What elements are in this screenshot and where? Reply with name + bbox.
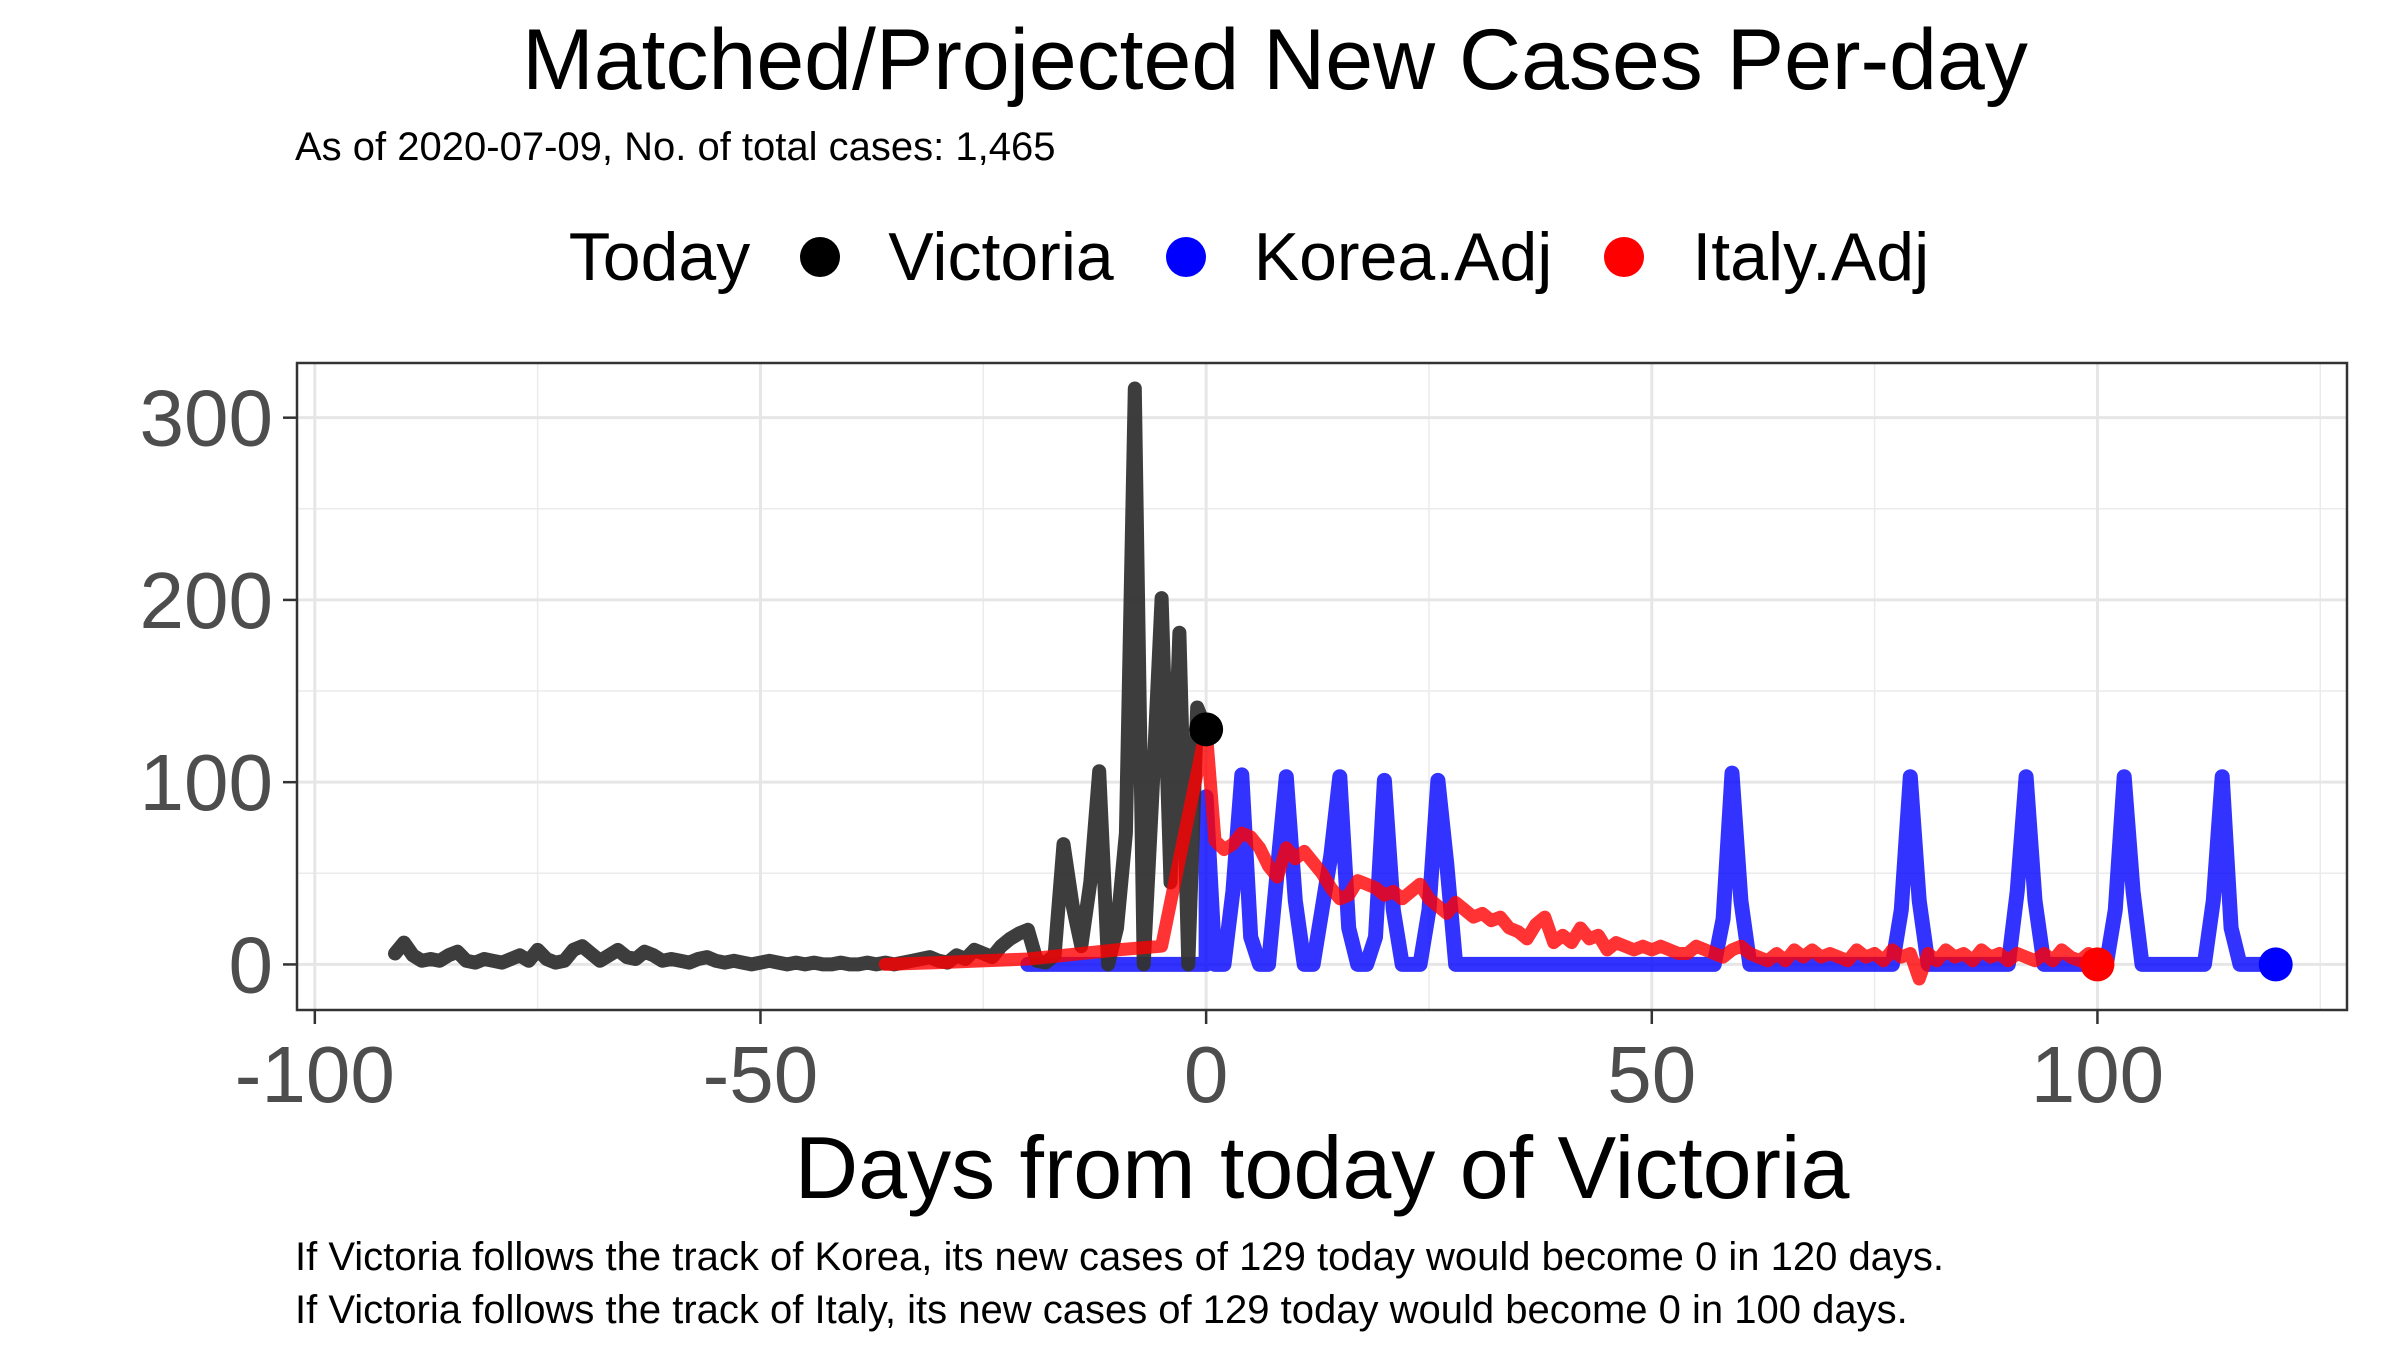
legend-label: Italy.Adj <box>1692 219 1930 295</box>
legend-label: Victoria <box>888 219 1114 295</box>
x-tick-label: 100 <box>2031 1030 2164 1119</box>
y-tick-label: 300 <box>140 374 273 463</box>
legend-dot-icon <box>800 237 841 277</box>
today-point-italyadj <box>2080 947 2115 982</box>
x-axis-title: Days from today of Victoria <box>795 1118 1850 1217</box>
x-tick-label: -50 <box>703 1030 819 1119</box>
plot-area: -100 -50 0 50 100 0 100 200 300 Days from today o… <box>140 361 2349 1217</box>
x-tick-label: -100 <box>235 1030 395 1119</box>
plot-border <box>295 361 2349 1012</box>
caption-italy: If Victoria follows the track of Italy, … <box>295 1288 1908 1332</box>
x-tick-label: 50 <box>1607 1030 1696 1119</box>
legend-title: Today <box>568 219 751 295</box>
legend-dot-icon <box>1604 237 1645 277</box>
chart-title: Matched/Projected New Cases Per-day <box>522 12 2028 108</box>
series-line-italyadj <box>878 722 2104 986</box>
chart-subtitle: As of 2020-07-09, No. of total cases: 1,… <box>295 125 1056 169</box>
series-line-victoria <box>388 381 1214 972</box>
legend-item-italy: Italy.Adj <box>1604 218 1929 296</box>
today-point-koreaadj <box>2258 947 2293 982</box>
legend: Today Victoria Korea.Adj Italy.Adj <box>0 212 2400 302</box>
legend-dot-icon <box>1165 237 1206 277</box>
y-tick-label: 200 <box>140 556 273 645</box>
y-tick-label: 100 <box>140 738 273 827</box>
legend-item-victoria: Victoria <box>800 218 1114 296</box>
today-point-victoria <box>1189 712 1224 747</box>
y-tick-label: 0 <box>229 920 274 1009</box>
legend-item-korea: Korea.Adj <box>1165 218 1553 296</box>
caption-korea: If Victoria follows the track of Korea, … <box>295 1235 1945 1279</box>
x-tick-label: 0 <box>1184 1030 1229 1119</box>
legend-label: Korea.Adj <box>1253 219 1553 295</box>
series-line-koreaadj <box>1020 765 2284 972</box>
